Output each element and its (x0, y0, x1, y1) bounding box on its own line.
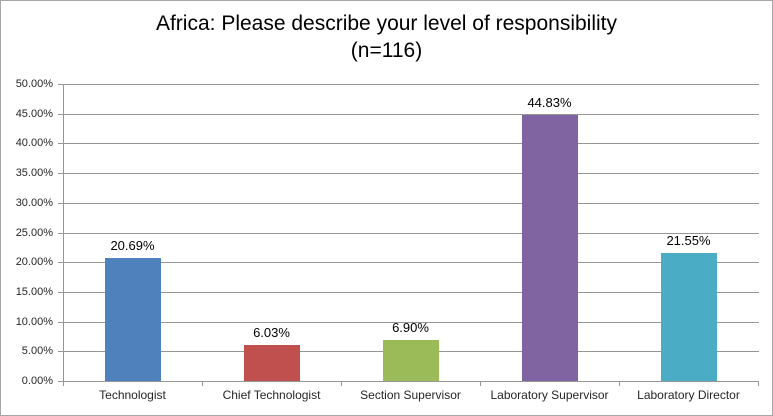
y-axis-tick (58, 143, 63, 145)
y-axis-label: 0.00% (21, 375, 53, 387)
y-axis-label: 25.00% (15, 226, 53, 239)
y-axis-label: 5.00% (21, 345, 53, 358)
y-axis-tick (58, 351, 63, 353)
chart-title-line-2: (n=116) (350, 39, 423, 62)
gridline (64, 321, 759, 323)
y-axis-tick (58, 84, 63, 85)
y-axis-tick (58, 232, 63, 234)
gridline (64, 113, 759, 115)
gridline (64, 173, 759, 175)
bar (522, 115, 578, 381)
gridline (64, 84, 759, 85)
chart-title-line-1: Africa: Please describe your level of re… (155, 12, 618, 35)
y-axis-label: 45.00% (15, 107, 53, 120)
bar-value-label: 6.90% (392, 320, 429, 335)
bar-value-label: 20.69% (110, 238, 155, 253)
gridline (64, 143, 759, 145)
y-axis-label: 20.00% (15, 256, 53, 269)
y-axis-label: 35.00% (15, 167, 53, 180)
y-axis-line (63, 84, 64, 382)
bar (244, 345, 300, 381)
y-axis-label: 50.00% (15, 78, 53, 90)
y-axis-label: 10.00% (15, 315, 53, 328)
y-axis-label: 15.00% (15, 285, 53, 298)
x-axis-tick (63, 382, 64, 386)
x-axis-label: Chief Technologist (222, 388, 321, 402)
y-axis-tick (58, 291, 63, 293)
bar (383, 340, 439, 381)
x-axis-tick (341, 382, 342, 386)
y-axis-tick (58, 113, 63, 115)
bar (105, 258, 161, 381)
x-axis-line (63, 381, 759, 382)
x-axis-tick (619, 382, 620, 386)
y-axis-tick (58, 262, 63, 264)
y-axis-tick (58, 321, 63, 323)
y-axis-tick (58, 381, 63, 382)
x-axis-label: Section Supervisor (360, 388, 461, 402)
bar-value-label: 6.03% (253, 325, 290, 340)
y-axis-tick (58, 202, 63, 204)
bar-value-label: 21.55% (666, 233, 711, 248)
x-axis-tick (480, 382, 481, 386)
gridline (64, 232, 759, 234)
gridline (64, 262, 759, 264)
y-axis-label: 30.00% (15, 196, 53, 209)
x-axis-label: Laboratory Director (637, 388, 740, 402)
x-axis-label: Technologist (99, 388, 166, 402)
x-axis-tick (758, 382, 759, 386)
x-axis-tick (202, 382, 203, 386)
gridline (64, 202, 759, 204)
y-axis-tick (58, 173, 63, 175)
chart-title: Africa: Please describe your level of re… (1, 10, 772, 64)
bar-value-label: 44.83% (527, 95, 572, 110)
y-axis-label: 40.00% (15, 137, 53, 150)
gridline (64, 291, 759, 293)
x-axis-label: Laboratory Supervisor (490, 388, 609, 402)
bar (661, 253, 717, 381)
